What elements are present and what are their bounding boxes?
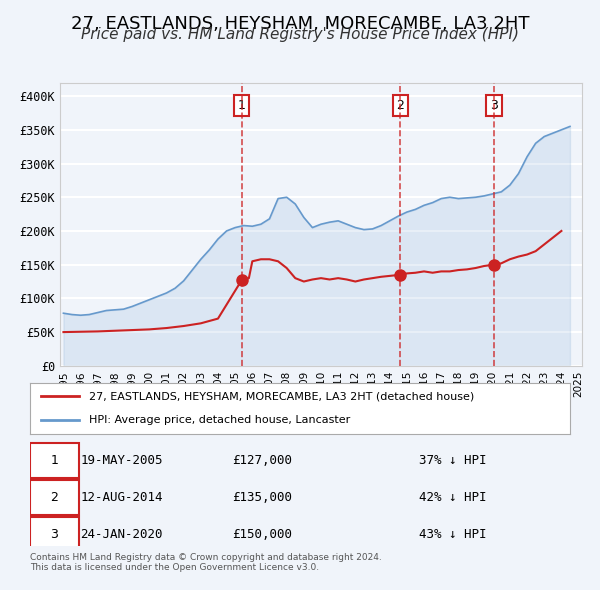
Text: 37% ↓ HPI: 37% ↓ HPI	[419, 454, 487, 467]
Text: 2: 2	[50, 491, 58, 504]
Text: 1: 1	[238, 99, 245, 112]
Text: 24-JAN-2020: 24-JAN-2020	[80, 528, 163, 542]
Text: 2: 2	[397, 99, 404, 112]
Text: This data is licensed under the Open Government Licence v3.0.: This data is licensed under the Open Gov…	[30, 563, 319, 572]
Text: 27, EASTLANDS, HEYSHAM, MORECAMBE, LA3 2HT: 27, EASTLANDS, HEYSHAM, MORECAMBE, LA3 2…	[71, 15, 529, 33]
FancyBboxPatch shape	[30, 443, 79, 478]
FancyBboxPatch shape	[30, 480, 79, 515]
FancyBboxPatch shape	[30, 517, 79, 552]
Text: Contains HM Land Registry data © Crown copyright and database right 2024.: Contains HM Land Registry data © Crown c…	[30, 553, 382, 562]
Text: £135,000: £135,000	[232, 491, 292, 504]
Text: 19-MAY-2005: 19-MAY-2005	[80, 454, 163, 467]
Text: 12-AUG-2014: 12-AUG-2014	[80, 491, 163, 504]
Text: 3: 3	[50, 528, 58, 542]
Text: £150,000: £150,000	[232, 528, 292, 542]
Text: £127,000: £127,000	[232, 454, 292, 467]
Text: Price paid vs. HM Land Registry's House Price Index (HPI): Price paid vs. HM Land Registry's House …	[81, 27, 519, 41]
Text: HPI: Average price, detached house, Lancaster: HPI: Average price, detached house, Lanc…	[89, 415, 350, 425]
Text: 42% ↓ HPI: 42% ↓ HPI	[419, 491, 487, 504]
Text: 43% ↓ HPI: 43% ↓ HPI	[419, 528, 487, 542]
Text: 1: 1	[50, 454, 58, 467]
Text: 3: 3	[490, 99, 498, 112]
Text: 27, EASTLANDS, HEYSHAM, MORECAMBE, LA3 2HT (detached house): 27, EASTLANDS, HEYSHAM, MORECAMBE, LA3 2…	[89, 391, 475, 401]
